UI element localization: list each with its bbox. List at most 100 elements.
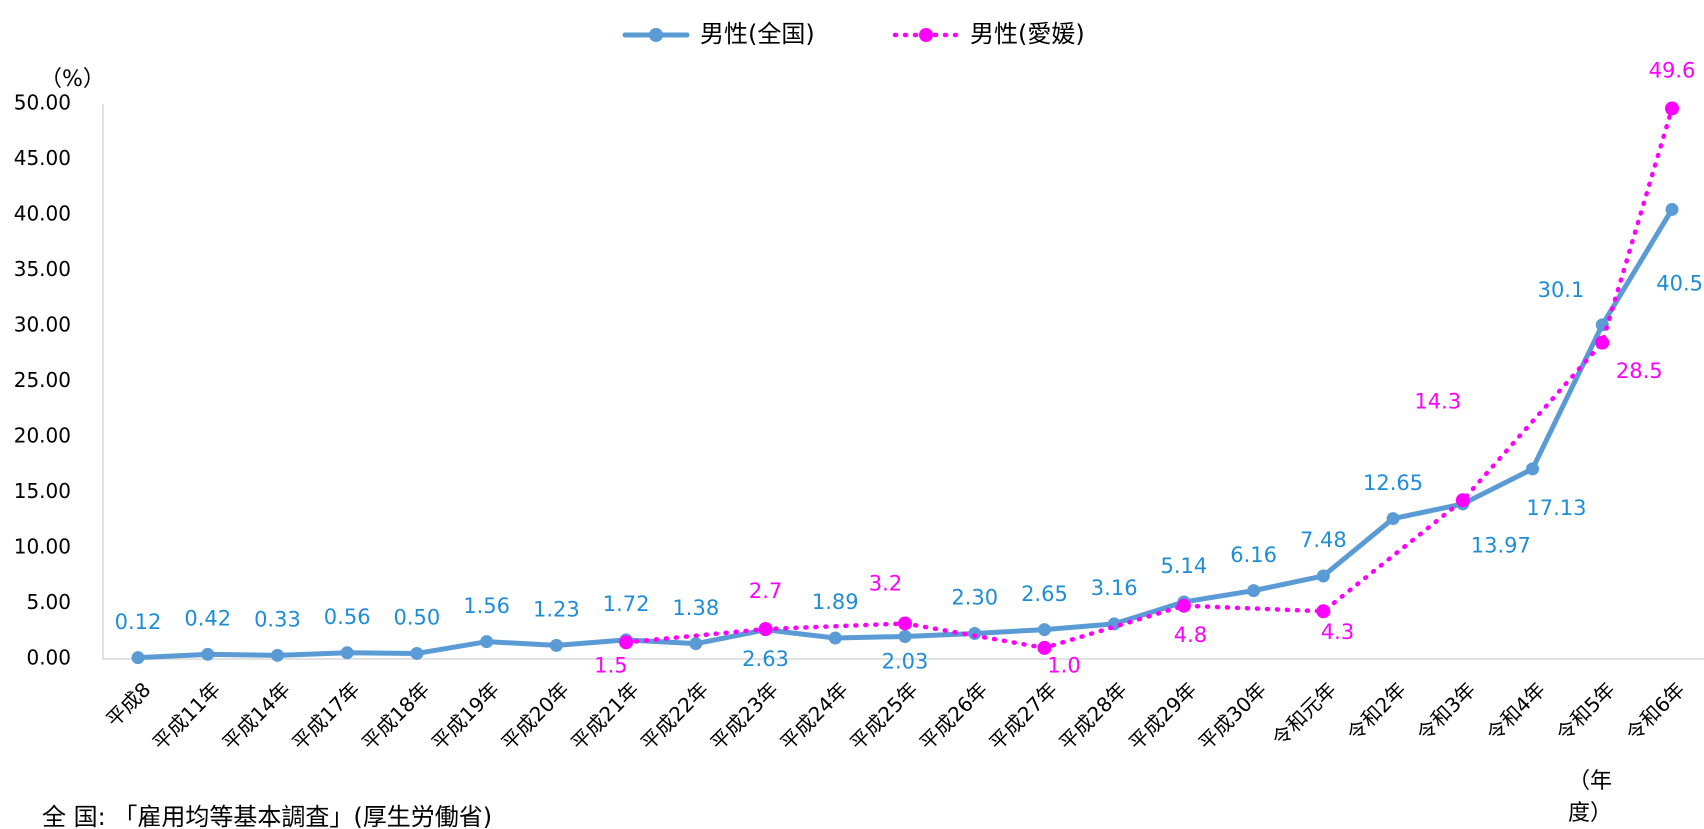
data-point xyxy=(340,646,354,660)
x-tick-label: 平成8 xyxy=(101,677,155,731)
x-tick-label: 令和4年 xyxy=(1482,677,1550,745)
x-tick-label: 平成11年 xyxy=(148,677,225,754)
data-point xyxy=(1037,623,1051,637)
x-tick-label: 平成27年 xyxy=(984,677,1061,754)
data-label: 1.0 xyxy=(1047,653,1080,677)
data-label: 0.12 xyxy=(115,610,162,634)
series-line xyxy=(623,106,1675,651)
data-point xyxy=(1176,598,1191,613)
x-tick-label: 平成17年 xyxy=(287,677,364,754)
data-point xyxy=(758,622,773,637)
data-label: 0.50 xyxy=(394,606,441,630)
data-point xyxy=(1665,202,1679,216)
x-tick-label: 平成21年 xyxy=(566,677,643,754)
data-label: 4.3 xyxy=(1321,620,1354,644)
data-label: 2.30 xyxy=(951,586,998,610)
x-tick-label: 平成22年 xyxy=(636,677,713,754)
x-tick-label: 平成23年 xyxy=(706,677,783,754)
y-tick-label: 25.00 xyxy=(14,368,71,392)
data-point xyxy=(1386,512,1400,526)
x-tick-label: 令和3年 xyxy=(1412,677,1480,745)
x-unit-label-part: 度） xyxy=(1568,801,1612,826)
y-tick-label: 5.00 xyxy=(26,590,71,614)
data-label: 1.23 xyxy=(533,598,580,622)
source-note: 全 国: 「雇用均等基本調査」(厚生労働省) xyxy=(42,803,492,829)
x-tick-label: 平成29年 xyxy=(1124,677,1201,754)
data-label: 6.16 xyxy=(1230,543,1277,567)
data-point xyxy=(549,638,563,652)
data-label: 2.63 xyxy=(742,647,789,671)
x-tick-label: 平成30年 xyxy=(1194,677,1271,754)
x-tick-label: 令和5年 xyxy=(1551,677,1619,745)
data-label: 4.8 xyxy=(1174,623,1207,647)
data-point xyxy=(410,646,424,660)
data-point xyxy=(689,637,703,651)
data-point xyxy=(898,629,912,643)
data-point xyxy=(131,651,145,665)
x-tick-label: 令和元年 xyxy=(1267,677,1341,751)
y-tick-label: 50.00 xyxy=(14,91,71,115)
data-label: 1.56 xyxy=(463,594,510,618)
data-point xyxy=(1247,584,1261,598)
y-tick-label: 35.00 xyxy=(14,257,71,281)
y-tick-label: 10.00 xyxy=(14,535,71,559)
legend-label: 男性(愛媛) xyxy=(970,20,1085,48)
data-label: 2.65 xyxy=(1021,582,1068,606)
x-unit-label: （年度） xyxy=(1568,769,1612,826)
data-point xyxy=(480,635,494,649)
data-label: 40.5 xyxy=(1656,271,1703,295)
data-point xyxy=(828,631,842,645)
legend-swatch-marker xyxy=(919,28,933,42)
data-label: 3.16 xyxy=(1091,576,1138,600)
x-unit-label-part: （年 xyxy=(1568,769,1612,794)
y-tick-label: 15.00 xyxy=(14,479,71,503)
legend-label: 男性(全国) xyxy=(700,20,815,48)
data-label: 28.5 xyxy=(1616,359,1663,383)
data-label: 0.56 xyxy=(324,605,371,629)
data-label: 1.72 xyxy=(603,592,650,616)
data-label: 30.1 xyxy=(1538,278,1585,302)
x-tick-label: 平成20年 xyxy=(496,677,573,754)
data-label: 2.03 xyxy=(882,650,929,674)
x-tick-label: 平成14年 xyxy=(217,677,294,754)
x-tick-label: 平成26年 xyxy=(915,677,992,754)
x-tick-label: 平成25年 xyxy=(845,677,922,754)
x-tick-label: 令和2年 xyxy=(1342,677,1410,745)
x-tick-label: 令和6年 xyxy=(1621,677,1689,745)
data-label: 0.33 xyxy=(254,608,301,632)
data-point xyxy=(1665,101,1679,116)
data-point xyxy=(1595,335,1610,350)
data-label: 1.5 xyxy=(594,653,627,677)
data-point xyxy=(1037,640,1052,655)
data-point xyxy=(1316,604,1331,619)
data-label: 14.3 xyxy=(1414,389,1461,413)
y-tick-label: 30.00 xyxy=(14,313,71,337)
data-label: 7.48 xyxy=(1300,528,1347,552)
data-point xyxy=(1316,569,1330,583)
data-label: 12.65 xyxy=(1363,471,1423,495)
data-point xyxy=(201,647,215,661)
data-label: 3.2 xyxy=(869,571,902,595)
data-point xyxy=(1526,462,1540,476)
data-point xyxy=(619,635,634,650)
y-tick-label: 45.00 xyxy=(14,146,71,170)
y-tick-label: 0.00 xyxy=(26,646,71,670)
data-point xyxy=(1455,493,1470,508)
data-label: 13.97 xyxy=(1471,533,1531,557)
data-point xyxy=(270,648,284,662)
x-tick-label: 平成19年 xyxy=(427,677,504,754)
x-tick-label: 平成18年 xyxy=(357,677,434,754)
data-label: 17.13 xyxy=(1526,496,1586,520)
data-label: 49.6 xyxy=(1649,58,1696,82)
y-tick-label: 20.00 xyxy=(14,424,71,448)
series-line xyxy=(135,206,1675,661)
data-label: 2.7 xyxy=(749,579,782,603)
x-tick-label: 平成28年 xyxy=(1054,677,1131,754)
data-label: 1.89 xyxy=(812,590,859,614)
y-unit-label: （%） xyxy=(40,67,105,92)
x-tick-label: 平成24年 xyxy=(775,677,852,754)
data-label: 5.14 xyxy=(1161,554,1208,578)
legend-swatch-marker xyxy=(649,28,663,42)
